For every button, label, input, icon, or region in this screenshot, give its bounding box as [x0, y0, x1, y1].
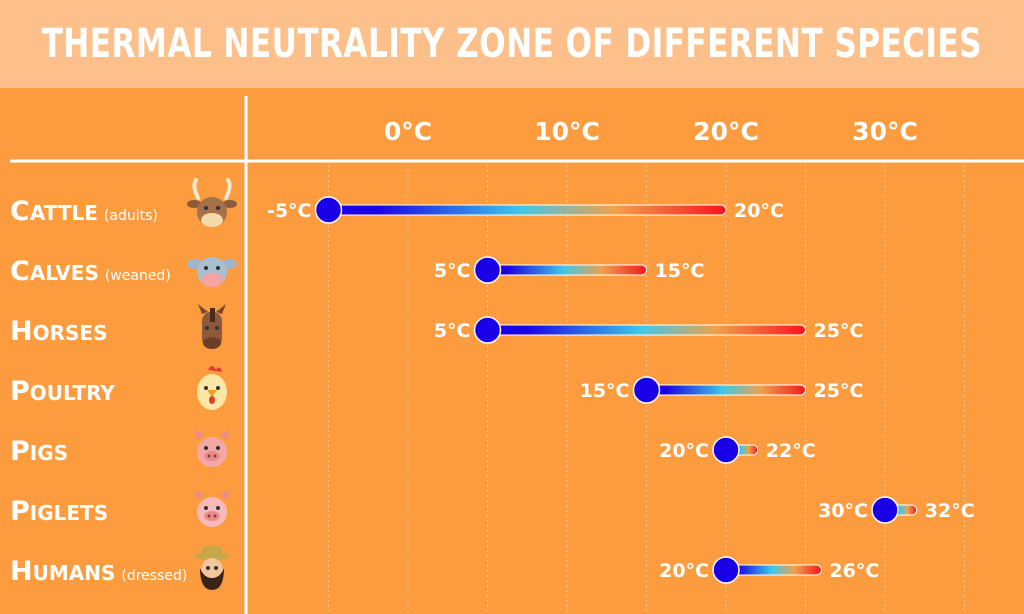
- chicken-icon: [197, 366, 227, 410]
- cattle-icon: [187, 178, 237, 227]
- species-label: CATTLE (adults): [10, 196, 158, 227]
- calf-icon: [187, 257, 237, 287]
- species-row: POULTRY 15°C 25°C: [10, 366, 863, 410]
- min-value-label: 30°C: [818, 500, 868, 522]
- range-min-marker: [712, 556, 740, 584]
- max-value-label: 26°C: [829, 560, 879, 582]
- range-min-marker: [314, 196, 343, 224]
- human-icon: [194, 546, 230, 590]
- range-min-marker: [632, 376, 661, 404]
- range-min-marker: [473, 256, 502, 284]
- x-tick-label: 30°C: [852, 117, 918, 146]
- pig-icon: [194, 430, 230, 467]
- max-value-label: 25°C: [814, 380, 864, 402]
- species-row: HUMANS (dressed) 20°C 26°C: [10, 546, 879, 590]
- range-bar: [487, 324, 806, 336]
- species-label: PIGLETS: [10, 496, 108, 527]
- max-value-label: 20°C: [734, 200, 784, 222]
- range-min-marker: [473, 316, 502, 344]
- min-value-label: 15°C: [580, 380, 630, 402]
- species-label: HORSES: [10, 316, 107, 347]
- species-note: (adults): [104, 208, 158, 224]
- species-row: PIGLETS 30°C 32°C: [10, 490, 975, 527]
- max-value-label: 32°C: [925, 500, 975, 522]
- species-row: CALVES (weaned) 5°C 15°C: [10, 256, 704, 287]
- species-label: HUMANS (dressed): [10, 556, 187, 587]
- title-bar: THERMAL NEUTRALITY ZONE OF DIFFERENT SPE…: [0, 0, 1024, 88]
- horse-icon: [198, 304, 226, 349]
- max-value-label: 22°C: [766, 440, 816, 462]
- range-bar: [725, 564, 822, 576]
- range-min-marker: [712, 436, 740, 464]
- species-note: (weaned): [105, 268, 171, 284]
- x-tick-label: 0°C: [384, 117, 432, 146]
- chart-title: THERMAL NEUTRALITY ZONE OF DIFFERENT SPE…: [41, 21, 983, 67]
- range-min-marker: [871, 496, 899, 524]
- range-bar: [487, 264, 647, 276]
- min-value-label: 5°C: [434, 320, 471, 342]
- species-note: (dressed): [121, 568, 187, 584]
- min-value-label: 5°C: [434, 260, 471, 282]
- min-value-label: 20°C: [659, 560, 709, 582]
- min-value-label: 20°C: [659, 440, 709, 462]
- species-row: HORSES 5°C 25°C: [10, 304, 863, 349]
- x-tick-label: 10°C: [534, 117, 600, 146]
- range-bar: [328, 204, 727, 216]
- max-value-label: 25°C: [814, 320, 864, 342]
- species-label: CALVES (weaned): [10, 256, 171, 287]
- species-row: CATTLE (adults) -5°C 20°C: [10, 178, 784, 227]
- range-bar: [646, 384, 806, 396]
- species-row: PIGS 20°C 22°C: [10, 430, 816, 467]
- species-label: PIGS: [10, 436, 68, 467]
- species-label: POULTRY: [10, 376, 115, 407]
- chart: 0°C 10°C 20°C 30°C CATTLE (adults) -5°C 20°CCA…: [10, 96, 1024, 614]
- piglet-icon: [194, 490, 230, 527]
- x-tick-label: 20°C: [693, 117, 759, 146]
- max-value-label: 15°C: [655, 260, 705, 282]
- min-value-label: -5°C: [267, 200, 312, 222]
